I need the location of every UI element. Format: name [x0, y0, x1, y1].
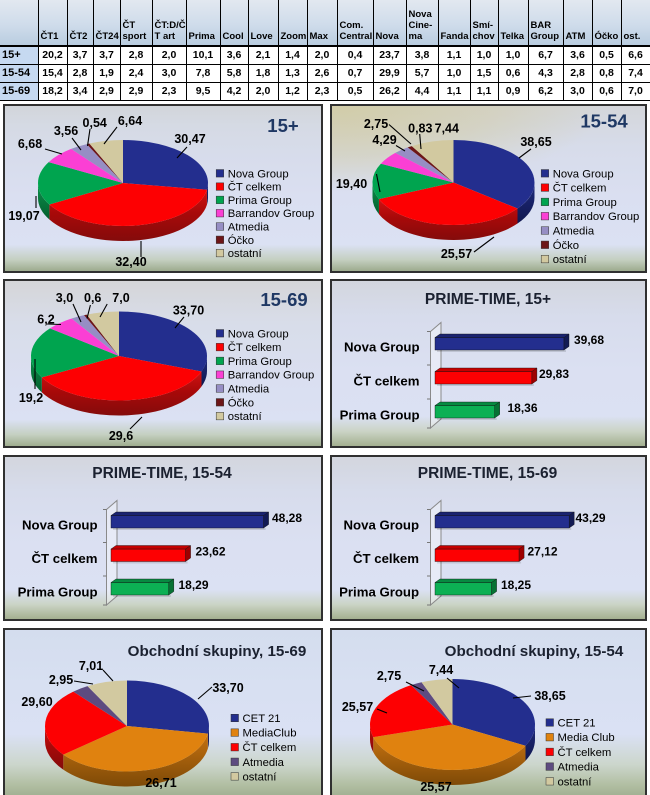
svg-text:ostatní: ostatní [228, 411, 263, 423]
svg-text:38,65: 38,65 [520, 135, 551, 149]
svg-text:38,65: 38,65 [534, 689, 565, 703]
svg-text:Barrandov Group: Barrandov Group [228, 208, 315, 220]
svg-text:7,01: 7,01 [79, 659, 103, 673]
svg-text:0,83: 0,83 [408, 121, 432, 135]
svg-text:Nova Group: Nova Group [553, 168, 614, 180]
svg-text:25,57: 25,57 [420, 780, 451, 794]
svg-text:ČT celkem: ČT celkem [353, 551, 419, 566]
svg-text:Prima Group: Prima Group [228, 195, 292, 207]
svg-text:19,2: 19,2 [19, 391, 43, 405]
svg-text:32,40: 32,40 [115, 255, 146, 269]
svg-text:Prima Group: Prima Group [228, 356, 292, 368]
svg-text:6,64: 6,64 [118, 114, 142, 128]
svg-text:26,71: 26,71 [145, 776, 176, 790]
svg-text:15-69: 15-69 [260, 289, 307, 310]
svg-text:Atmedia: Atmedia [558, 762, 600, 774]
svg-text:29,60: 29,60 [21, 695, 52, 709]
svg-text:0,54: 0,54 [83, 116, 107, 130]
svg-text:ostatní: ostatní [553, 254, 588, 266]
svg-text:ČT celkem: ČT celkem [354, 374, 420, 389]
svg-text:19,07: 19,07 [8, 209, 39, 223]
svg-text:15-54: 15-54 [580, 111, 628, 132]
svg-text:Prima Group: Prima Group [553, 197, 617, 209]
svg-text:18,29: 18,29 [179, 578, 209, 592]
svg-text:Prima Group: Prima Group [18, 585, 98, 600]
svg-text:2,75: 2,75 [364, 117, 388, 131]
svg-text:30,47: 30,47 [174, 132, 205, 146]
svg-text:2,95: 2,95 [49, 673, 73, 687]
svg-text:25,57: 25,57 [342, 700, 373, 714]
svg-text:Obchodní skupiny, 15-54: Obchodní skupiny, 15-54 [445, 643, 624, 660]
svg-text:6,68: 6,68 [18, 137, 42, 151]
svg-text:7,44: 7,44 [435, 121, 459, 135]
svg-text:18,36: 18,36 [508, 401, 538, 415]
svg-text:Obchodní skupiny, 15-69: Obchodní skupiny, 15-69 [128, 643, 307, 660]
svg-text:Nova Group: Nova Group [228, 168, 289, 180]
svg-text:ostatní: ostatní [228, 248, 263, 260]
svg-text:Barrandov Group: Barrandov Group [228, 370, 315, 382]
svg-text:33,70: 33,70 [212, 681, 243, 695]
svg-text:CET 21: CET 21 [558, 717, 596, 729]
svg-text:ČT celkem: ČT celkem [558, 746, 612, 759]
svg-text:Óčko: Óčko [553, 239, 579, 252]
svg-text:29,6: 29,6 [109, 429, 133, 443]
svg-text:Media Club: Media Club [558, 732, 615, 744]
svg-text:ostatní: ostatní [558, 776, 593, 788]
svg-text:15+: 15+ [267, 115, 299, 136]
svg-text:18,25: 18,25 [501, 578, 531, 592]
svg-text:Atmedia: Atmedia [228, 383, 270, 395]
svg-text:19,40: 19,40 [336, 177, 367, 191]
svg-text:Óčko: Óčko [228, 234, 254, 247]
svg-text:Barrandov Group: Barrandov Group [553, 211, 640, 223]
svg-text:3,56: 3,56 [54, 124, 78, 138]
svg-text:6,2: 6,2 [37, 313, 54, 327]
svg-text:ostatní: ostatní [243, 771, 278, 783]
svg-text:25,57: 25,57 [441, 247, 472, 261]
svg-text:3,0: 3,0 [56, 291, 73, 305]
svg-text:4,29: 4,29 [372, 133, 396, 147]
svg-text:7,44: 7,44 [429, 663, 453, 677]
svg-text:7,0: 7,0 [112, 291, 129, 305]
svg-text:Atmedia: Atmedia [228, 221, 270, 233]
svg-text:39,68: 39,68 [574, 333, 604, 347]
svg-text:PRIME-TIME, 15+: PRIME-TIME, 15+ [425, 291, 551, 308]
svg-text:27,12: 27,12 [528, 545, 558, 559]
svg-text:CET 21: CET 21 [243, 713, 281, 725]
svg-text:48,28: 48,28 [272, 511, 302, 525]
svg-text:Prima Group: Prima Group [339, 585, 419, 600]
svg-text:Prima Group: Prima Group [340, 408, 420, 423]
svg-text:Nova Group: Nova Group [228, 328, 289, 340]
svg-text:ČT celkem: ČT celkem [243, 741, 297, 754]
svg-text:Nova Group: Nova Group [344, 340, 419, 355]
svg-text:29,83: 29,83 [539, 367, 569, 381]
svg-text:MediaClub: MediaClub [243, 728, 297, 740]
svg-text:Atmedia: Atmedia [243, 757, 285, 769]
svg-text:ČT celkem: ČT celkem [228, 181, 282, 194]
svg-text:23,62: 23,62 [196, 545, 226, 559]
svg-text:ČT celkem: ČT celkem [32, 551, 98, 566]
svg-text:Nova Group: Nova Group [22, 518, 97, 533]
svg-text:Atmedia: Atmedia [553, 225, 595, 237]
svg-text:Nova Group: Nova Group [344, 518, 419, 533]
svg-text:PRIME-TIME, 15-69: PRIME-TIME, 15-69 [418, 465, 558, 482]
svg-text:33,70: 33,70 [173, 304, 204, 318]
svg-text:ČT celkem: ČT celkem [553, 182, 607, 195]
svg-text:PRIME-TIME, 15-54: PRIME-TIME, 15-54 [92, 465, 232, 482]
svg-text:43,29: 43,29 [576, 511, 606, 525]
svg-text:2,75: 2,75 [377, 669, 401, 683]
svg-text:0,6: 0,6 [84, 291, 101, 305]
svg-text:ČT celkem: ČT celkem [228, 341, 282, 354]
svg-text:Óčko: Óčko [228, 396, 254, 409]
